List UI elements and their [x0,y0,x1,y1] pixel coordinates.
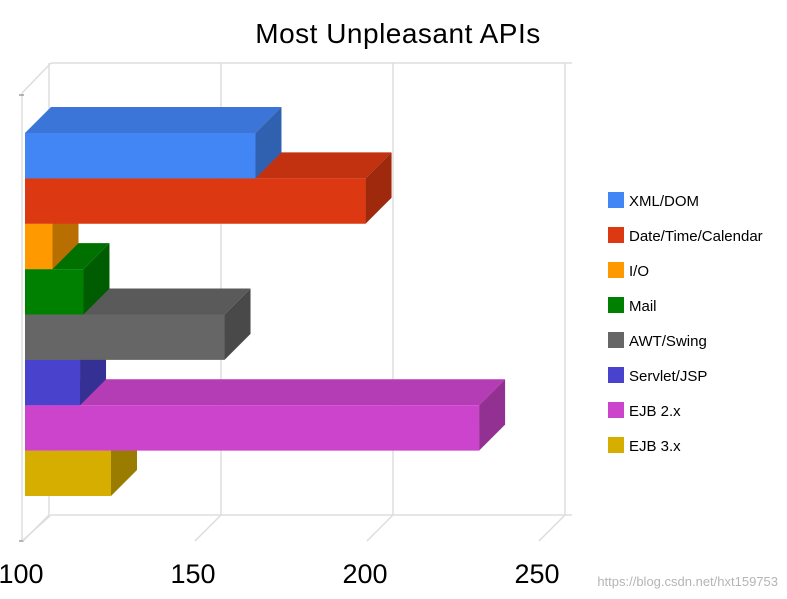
legend-item: XML/DOM [608,192,699,210]
bar [25,243,110,315]
legend-item: Mail [608,297,657,315]
gridline-floor [194,514,222,542]
bar-front-face [25,223,53,270]
legend-label: Date/Time/Calendar [629,228,763,245]
legend-label: XML/DOM [629,193,699,210]
legend: XML/DOM Date/Time/Calendar I/O Mail AWT/Swin… [608,192,763,455]
legend-item: Date/Time/Calendar [608,227,763,245]
x-tick-label: 250 [514,559,559,589]
watermark-text: https://blog.csdn.net/hxt159753 [597,574,778,589]
side-wall-top [21,62,52,94]
gridline-floor [22,514,50,542]
legend-swatch [608,262,624,278]
chart-title: Most Unpleasant APIs [255,18,540,49]
bar-top-face [25,379,506,406]
legend-swatch [608,402,624,418]
bar-side-face [224,288,251,360]
gridline-floor [538,514,566,542]
bar-front-face [25,269,84,315]
legend-swatch [608,297,624,313]
legend-label: Servlet/JSP [629,368,707,385]
legend-item: I/O [608,262,649,280]
bar-side-face [479,379,506,451]
gridline-floor [366,514,394,542]
bar-side-face [255,107,282,179]
x-tick-label: 150 [170,559,215,589]
bar [25,379,506,451]
legend-label: I/O [629,263,649,280]
bar-side-face [83,243,110,315]
bar-front-face [25,450,111,496]
bar-top-face [25,107,282,133]
legend-swatch [608,437,624,453]
bar [25,107,282,179]
bar-front-face [25,178,366,224]
legend-label: EJB 3.x [629,438,681,455]
legend-item: Servlet/JSP [608,367,707,385]
legend-swatch [608,332,624,348]
x-tick-label: 200 [342,559,387,589]
legend-item: EJB 2.x [608,402,681,420]
legend-item: AWT/Swing [608,332,707,350]
chart-bars [25,107,506,496]
x-axis-ticks: 100 150 200 250 [0,559,560,589]
legend-swatch [608,192,624,208]
legend-swatch [608,367,624,383]
x-tick-label: 100 [0,559,44,589]
legend-label: Mail [629,298,657,315]
bar-front-face [25,133,256,179]
legend-label: AWT/Swing [629,333,707,350]
bar-front-face [25,405,480,451]
bar-front-face [25,359,81,406]
bar-side-face [365,152,392,224]
bar-front-face [25,314,225,360]
legend-item: EJB 3.x [608,437,681,455]
legend-label: EJB 2.x [629,403,681,420]
legend-swatch [608,227,624,243]
